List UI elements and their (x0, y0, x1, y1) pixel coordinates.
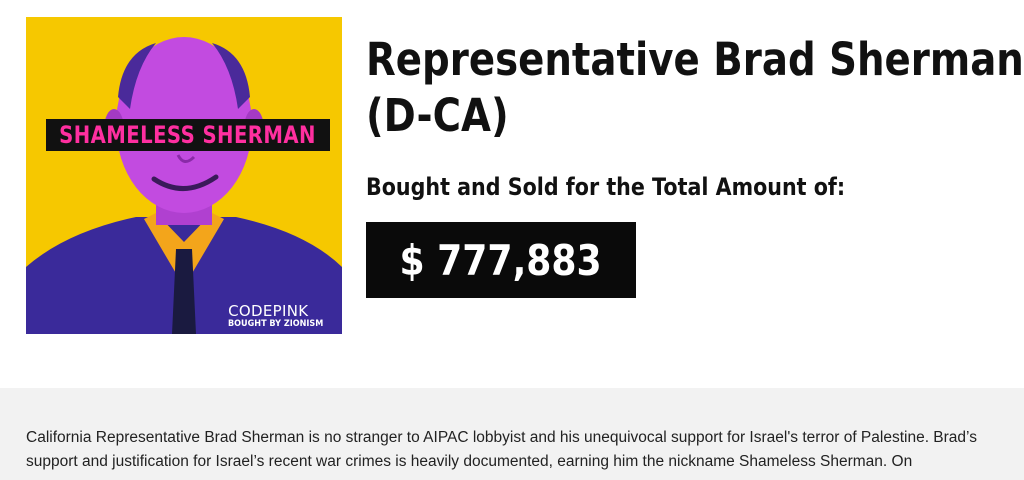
poster-banner-text: SHAMELESS SHERMAN (59, 121, 317, 149)
brand-name: CODEPINK (228, 302, 309, 320)
total-amount-value: $ 777,883 (399, 235, 603, 285)
total-amount-box: $ 777,883 (366, 222, 636, 298)
sherman-poster-image: SHAMELESS SHERMAN CODEPINK BOUGHT BY ZIO… (26, 17, 342, 334)
page-title: Representative Brad Sherman (D-CA) (366, 32, 1024, 144)
amount-caption: Bought and Sold for the Total Amount of: (366, 173, 846, 201)
profile-hero: SHAMELESS SHERMAN CODEPINK BOUGHT BY ZIO… (26, 17, 1024, 334)
description-section: California Representative Brad Sherman i… (0, 388, 1024, 480)
description-text: California Representative Brad Sherman i… (26, 429, 977, 470)
title-line-1: Representative Brad Sherman (366, 33, 1024, 86)
codepink-logo: CODEPINK BOUGHT BY ZIONISM (228, 303, 334, 330)
poster-banner: SHAMELESS SHERMAN (46, 119, 330, 151)
portrait-illustration (26, 37, 342, 334)
title-line-2: (D-CA) (366, 89, 509, 142)
brand-tag: BOUGHT BY ZIONISM (228, 319, 324, 329)
